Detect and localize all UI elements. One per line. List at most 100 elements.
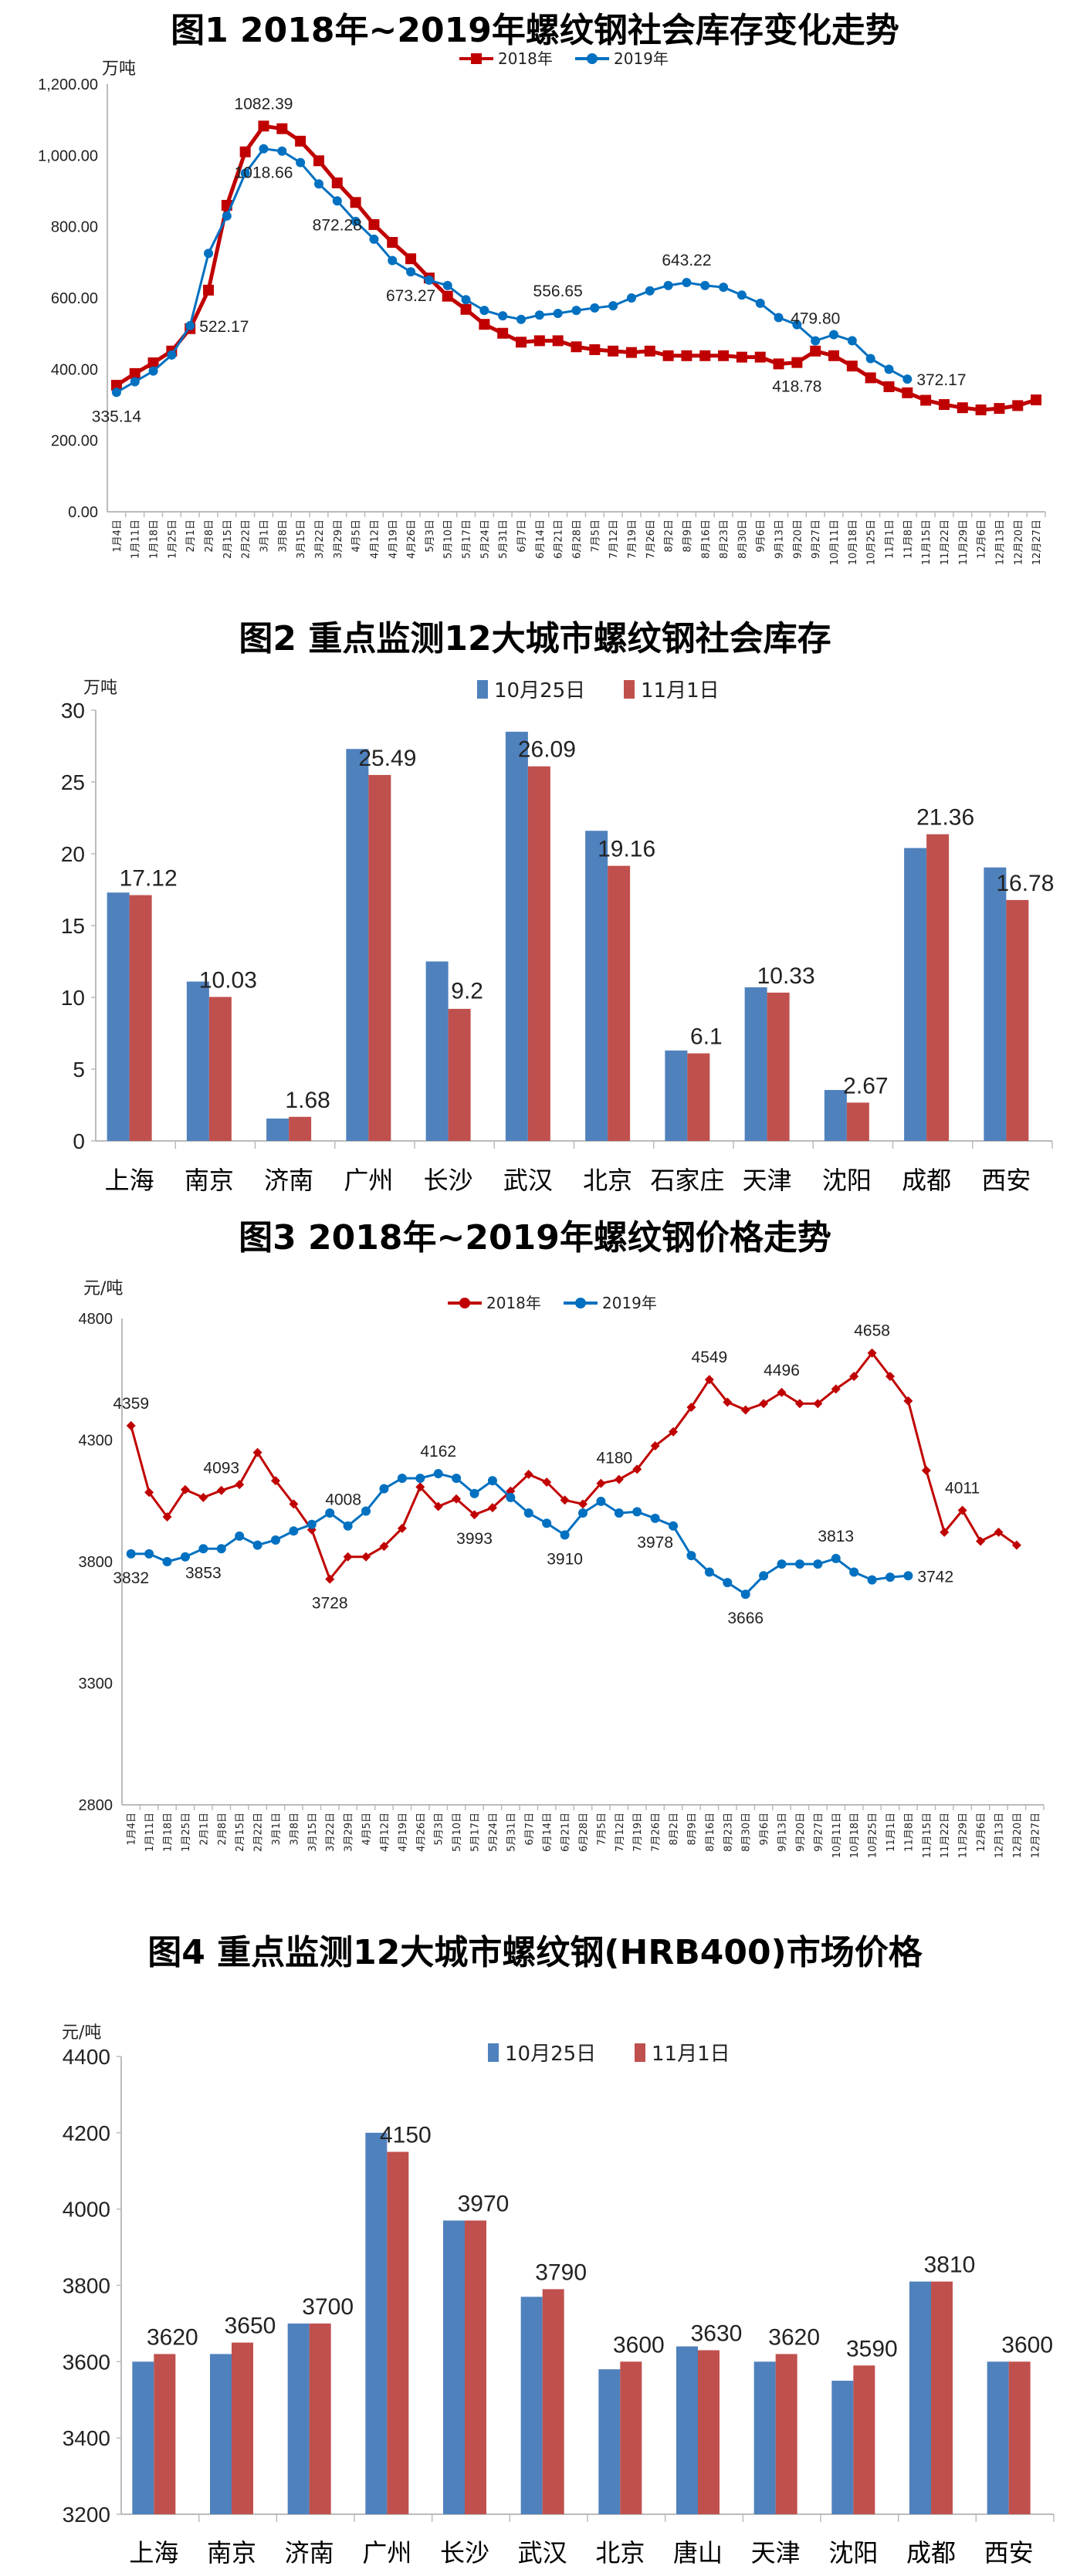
x-category-label: 济南 (285, 2538, 334, 2568)
data-point (759, 1571, 769, 1581)
data-point (130, 377, 140, 387)
data-point (126, 1420, 136, 1430)
bar-11月1日 (129, 895, 152, 1141)
x-tick-label: 12月13日 (994, 520, 1006, 565)
data-label: 372.17 (916, 371, 966, 389)
data-label: 4549 (692, 1349, 728, 1366)
data-label: 3590 (846, 2336, 898, 2361)
x-tick-label: 12月20日 (1013, 520, 1024, 565)
x-category-label: 长沙 (440, 2538, 489, 2568)
data-point (289, 1499, 299, 1509)
data-point (147, 357, 159, 369)
data-point (368, 218, 380, 230)
x-category-label: 唐山 (673, 2538, 723, 2568)
data-point (846, 361, 858, 372)
data-point (271, 1476, 280, 1486)
data-point (325, 1508, 335, 1518)
data-point (203, 284, 215, 296)
x-tick-label: 12月27日 (1031, 520, 1043, 565)
x-tick-label: 5月17日 (462, 520, 473, 559)
data-point (487, 1503, 497, 1513)
series-line-2019年 (130, 1472, 909, 1596)
data-point (415, 1482, 425, 1492)
data-point (498, 311, 508, 321)
data-point (350, 197, 361, 208)
data-point (740, 1589, 750, 1599)
x-tick-label: 11月1日 (885, 1813, 897, 1852)
data-point (686, 1551, 696, 1561)
data-point (552, 335, 564, 347)
legend-label: 2019年 (614, 49, 669, 68)
bar-11月1日 (154, 2354, 176, 2514)
y-tick-label: 600.00 (51, 290, 98, 307)
x-tick-label: 3月29日 (344, 1813, 355, 1852)
data-point (343, 1552, 353, 1562)
data-point (723, 1397, 733, 1407)
data-label: 26.09 (518, 737, 576, 763)
x-tick-label: 2月22日 (241, 520, 252, 559)
data-point (644, 345, 655, 357)
data-point (865, 372, 876, 384)
data-point (516, 314, 527, 324)
x-tick-label: 8月2日 (664, 520, 676, 553)
bar-10月25日 (132, 2361, 154, 2514)
bar-11月1日 (698, 2350, 720, 2514)
x-tick-label: 4月19日 (398, 1813, 409, 1852)
data-point (534, 310, 544, 320)
series-line-2018年 (130, 1351, 1018, 1582)
data-point (994, 1527, 1004, 1537)
data-point (571, 306, 581, 316)
data-point (523, 1469, 533, 1479)
data-point (740, 1405, 750, 1415)
data-point (794, 1559, 804, 1569)
data-point (397, 1473, 407, 1483)
data-point (699, 350, 711, 361)
bar-10月25日 (107, 892, 130, 1141)
x-tick-label: 6月21日 (554, 520, 565, 559)
data-point (849, 1567, 859, 1577)
x-tick-label: 6月7日 (516, 520, 528, 553)
data-point (884, 364, 894, 374)
legend-marker-icon (575, 1298, 586, 1308)
x-category-label: 成都 (906, 2538, 956, 2568)
x-tick-label: 9月20日 (792, 520, 804, 559)
bar-11月1日 (309, 2323, 331, 2514)
data-point (258, 120, 269, 132)
data-point (849, 1371, 859, 1381)
data-point (571, 341, 582, 353)
x-category-label: 武汉 (518, 2538, 567, 2568)
data-point (148, 366, 158, 376)
data-label: 3600 (1001, 2332, 1053, 2358)
data-point (442, 280, 452, 290)
x-tick-label: 8月16日 (700, 520, 712, 559)
data-point (111, 388, 121, 398)
bar-10月25日 (984, 867, 1007, 1141)
x-category-label: 武汉 (503, 1166, 553, 1195)
chart1-title: 图1 2018年~2019年螺纹钢社会库存变化走势 (171, 11, 899, 50)
x-tick-label: 4月19日 (388, 520, 399, 559)
data-point (235, 1480, 245, 1490)
data-point (129, 367, 141, 379)
bar-10月25日 (346, 749, 369, 1141)
x-tick-label: 2月15日 (222, 520, 234, 559)
x-tick-label: 2月8日 (204, 520, 215, 553)
data-point (397, 1523, 407, 1533)
data-label: 10.33 (757, 963, 815, 989)
x-tick-label: 11月15日 (921, 520, 933, 565)
chart1-y-unit: 万吨 (102, 59, 136, 79)
data-label: 1018.66 (235, 164, 293, 182)
data-point (239, 146, 251, 157)
chart3-title: 图3 2018年~2019年螺纹钢价格走势 (239, 1218, 831, 1258)
data-point (433, 1501, 443, 1511)
x-tick-label: 4月26日 (406, 520, 418, 559)
data-point (650, 1441, 660, 1451)
data-label: 25.49 (358, 746, 416, 771)
y-tick-label: 400.00 (51, 361, 98, 378)
data-point (626, 293, 636, 303)
x-tick-label: 3月8日 (277, 520, 289, 553)
x-tick-label: 4月5日 (361, 1813, 373, 1846)
data-point (369, 234, 379, 244)
data-point (271, 1535, 280, 1545)
data-point (865, 354, 875, 364)
data-point (479, 319, 490, 330)
